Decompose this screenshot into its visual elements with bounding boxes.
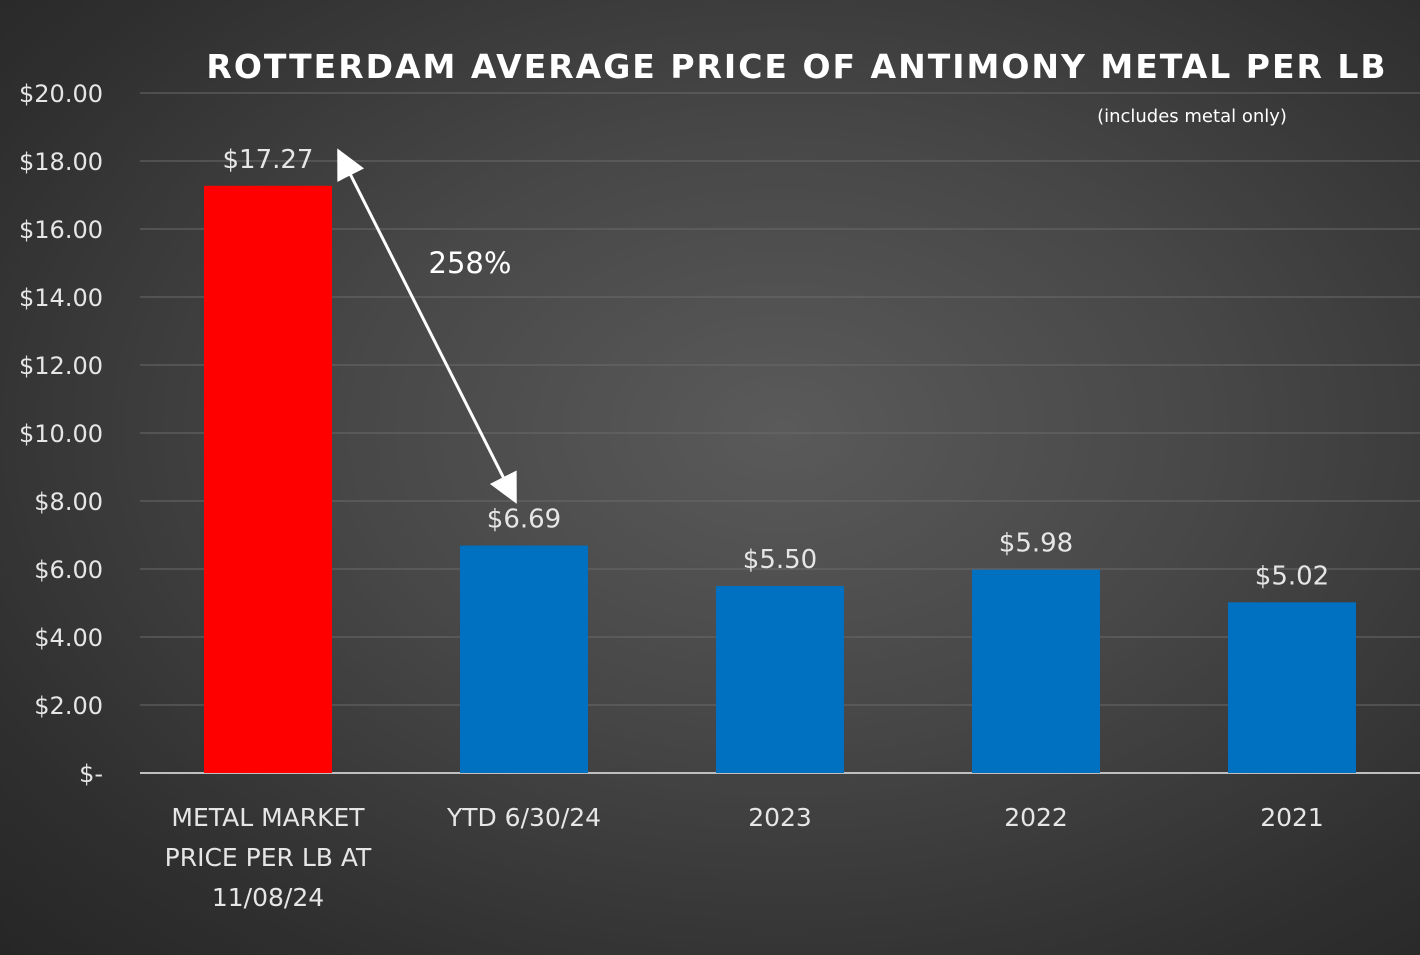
bar: [716, 586, 844, 773]
data-label: $5.98: [999, 529, 1073, 559]
bar: [204, 185, 332, 773]
annotation-label: 258%: [429, 246, 512, 280]
y-tick-label: $10.00: [19, 420, 103, 448]
bar: [1228, 602, 1356, 773]
y-tick-label: $20.00: [19, 80, 103, 108]
value-labels: $17.27 $6.69 $5.50 $5.98 $5.02: [223, 145, 1330, 592]
annotation: 258%: [337, 148, 517, 504]
data-label: $17.27: [223, 145, 314, 175]
bars: [204, 185, 1356, 773]
y-tick-label: $4.00: [34, 624, 103, 652]
y-tick-label: $6.00: [34, 556, 103, 584]
x-tick-label-line: METAL MARKET: [171, 803, 365, 832]
x-tick-label: METAL MARKET PRICE PER LB AT 11/08/24: [165, 803, 372, 912]
x-tick-label-line: PRICE PER LB AT: [165, 843, 372, 872]
x-axis-categories: METAL MARKET PRICE PER LB AT 11/08/24 YTD 6…: [165, 803, 1324, 912]
x-tick-label-line: 2021: [1260, 803, 1324, 832]
y-tick-label: $12.00: [19, 352, 103, 380]
y-tick-label: $2.00: [34, 692, 103, 720]
x-tick-label: 2023: [748, 803, 812, 832]
bar: [972, 569, 1100, 773]
bar: [460, 545, 588, 773]
chart-subtitle: (includes metal only): [1097, 106, 1287, 127]
x-tick-label-line: YTD 6/30/24: [446, 803, 601, 832]
data-label: $5.50: [743, 545, 817, 575]
y-tick-label: $18.00: [19, 148, 103, 176]
chart-title: ROTTERDAM AVERAGE PRICE OF ANTIMONY META…: [206, 47, 1387, 86]
double-arrow: [337, 148, 517, 504]
y-tick-label: $14.00: [19, 284, 103, 312]
x-tick-label-line: 2023: [748, 803, 812, 832]
data-label: $5.02: [1255, 561, 1329, 591]
y-tick-label: $8.00: [34, 488, 103, 516]
data-label: $6.69: [487, 505, 561, 535]
y-tick-label: $-: [79, 760, 103, 788]
x-tick-label: YTD 6/30/24: [446, 803, 601, 832]
x-tick-label-line: 11/08/24: [212, 883, 324, 912]
x-tick-label: 2021: [1260, 803, 1324, 832]
y-tick-label: $16.00: [19, 216, 103, 244]
y-axis-ticks: $- $2.00 $4.00 $6.00 $8.00 $10.00 $12.00 $14.00…: [19, 80, 103, 788]
x-tick-label-line: 2022: [1004, 803, 1068, 832]
x-tick-label: 2022: [1004, 803, 1068, 832]
